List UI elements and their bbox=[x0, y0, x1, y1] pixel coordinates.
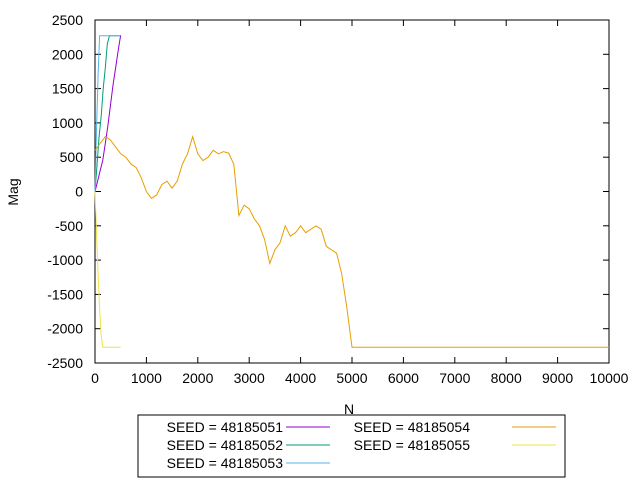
x-tick-label: 10000 bbox=[590, 370, 629, 386]
y-tick-label: 2500 bbox=[52, 12, 83, 28]
y-tick-label: -1500 bbox=[47, 286, 83, 302]
series-lines bbox=[94, 35, 609, 348]
legend-label-1: SEED = 48185051 bbox=[167, 419, 284, 435]
x-tick-label: 0 bbox=[91, 370, 99, 386]
y-tick-label: 1000 bbox=[52, 115, 83, 131]
legend-label-4: SEED = 48185054 bbox=[354, 419, 471, 435]
series-line-1 bbox=[94, 35, 122, 192]
y-tick-label: -2500 bbox=[47, 355, 83, 371]
legend-label-2: SEED = 48185052 bbox=[167, 437, 284, 453]
y-tick-label: -1000 bbox=[47, 252, 83, 268]
y-tick-label: 500 bbox=[60, 149, 84, 165]
x-tick-label: 9000 bbox=[542, 370, 573, 386]
series-line-5 bbox=[94, 191, 121, 348]
x-tick-label: 1000 bbox=[131, 370, 162, 386]
plot-frame bbox=[94, 19, 610, 364]
x-tick-label: 7000 bbox=[439, 370, 470, 386]
y-tick-label: 1500 bbox=[52, 81, 83, 97]
x-tick-label: 8000 bbox=[491, 370, 522, 386]
y-tick-label: 2000 bbox=[52, 46, 83, 62]
axis-ticks: 0 1000 2000 3000 4000 5000 6000 7000 8000 9000 100… bbox=[47, 12, 628, 386]
series-line-3 bbox=[94, 35, 121, 192]
legend-label-5: SEED = 48185055 bbox=[354, 437, 471, 453]
y-tick-label: -2000 bbox=[47, 321, 83, 337]
x-tick-label: 6000 bbox=[388, 370, 419, 386]
y-tick-label: -500 bbox=[55, 218, 83, 234]
x-axis-label: N bbox=[344, 401, 354, 417]
x-tick-label: 4000 bbox=[285, 370, 316, 386]
y-axis-label: Mag bbox=[5, 178, 21, 205]
legend-label-3: SEED = 48185053 bbox=[167, 455, 284, 471]
y-tick-label: 0 bbox=[75, 184, 83, 200]
legend: SEED = 48185051 SEED = 48185052 SEED = 481… bbox=[167, 419, 556, 471]
series-line-4 bbox=[94, 134, 609, 348]
x-tick-label: 2000 bbox=[182, 370, 213, 386]
x-tick-label: 5000 bbox=[336, 370, 367, 386]
x-tick-label: 3000 bbox=[234, 370, 265, 386]
legend-box bbox=[137, 414, 566, 478]
